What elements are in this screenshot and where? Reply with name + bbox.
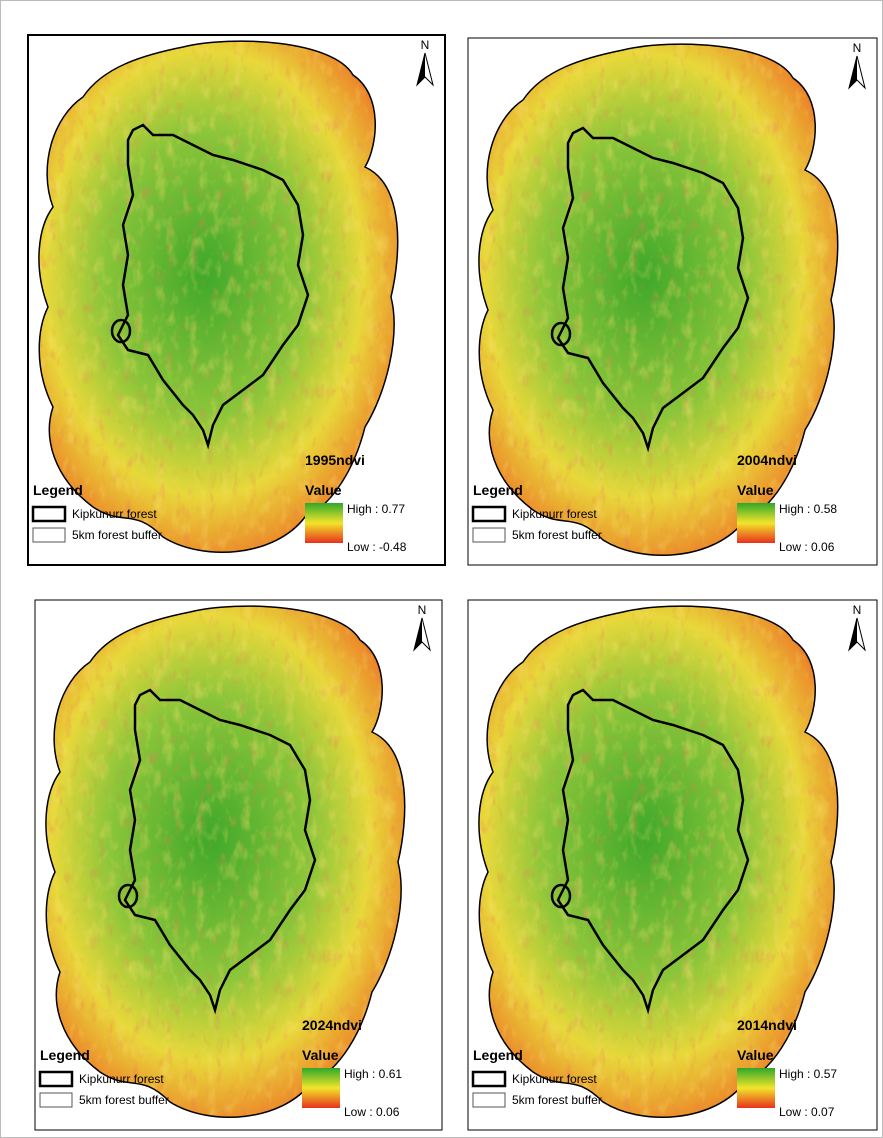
low-label: Low : 0.06 <box>779 540 835 554</box>
legend-swatch-forest <box>33 507 65 521</box>
north-label: N <box>418 603 427 617</box>
legend-swatch-buffer <box>473 1093 505 1107</box>
color-ramp <box>305 503 343 543</box>
low-label: Low : 0.07 <box>779 1105 835 1119</box>
low-label: Low : -0.48 <box>347 540 407 554</box>
legend-item: 5km forest buffer <box>72 528 162 542</box>
legend-swatch-forest <box>40 1072 72 1086</box>
high-label: High : 0.61 <box>344 1067 402 1081</box>
north-label: N <box>853 603 862 617</box>
value-title: Value <box>737 1047 774 1063</box>
legend-item: Kipkunurr forest <box>79 1072 164 1086</box>
north-label: N <box>421 38 430 52</box>
map-panel: N Legend Kipkunurr forest 5km forest buffer… <box>35 600 442 1130</box>
legend-title: Legend <box>473 482 523 498</box>
map-title: 1995ndvi <box>305 452 365 468</box>
figure: N Legend Kipkunurr forest 5km forest buffer… <box>0 0 883 1138</box>
legend-item: 5km forest buffer <box>512 1093 602 1107</box>
high-label: High : 0.58 <box>779 502 837 516</box>
map-panel: N Legend Kipkunurr forest 5km forest buffer… <box>468 38 877 568</box>
legend-swatch-forest <box>473 507 505 521</box>
north-label: N <box>853 41 862 55</box>
legend-swatch-buffer <box>40 1093 72 1107</box>
map-panel: N Legend Kipkunurr forest 5km forest buffer… <box>468 600 877 1130</box>
value-title: Value <box>737 482 774 498</box>
legend-item: Kipkunurr forest <box>512 507 597 521</box>
low-label: Low : 0.06 <box>344 1105 400 1119</box>
legend-title: Legend <box>33 482 83 498</box>
map-panel: N Legend Kipkunurr forest 5km forest buffer… <box>28 35 445 565</box>
map-title: 2004ndvi <box>737 452 797 468</box>
map-title: 2024ndvi <box>302 1017 362 1033</box>
color-ramp <box>737 1068 775 1108</box>
legend-item: 5km forest buffer <box>512 528 602 542</box>
legend-swatch-forest <box>473 1072 505 1086</box>
map-title: 2014ndvi <box>737 1017 797 1033</box>
legend-title: Legend <box>40 1047 90 1063</box>
high-label: High : 0.57 <box>779 1067 837 1081</box>
value-title: Value <box>302 1047 339 1063</box>
legend-swatch-buffer <box>473 528 505 542</box>
legend-item: 5km forest buffer <box>79 1093 169 1107</box>
color-ramp <box>737 503 775 543</box>
legend-item: Kipkunurr forest <box>72 507 157 521</box>
legend-item: Kipkunurr forest <box>512 1072 597 1086</box>
legend-title: Legend <box>473 1047 523 1063</box>
value-title: Value <box>305 482 342 498</box>
color-ramp <box>302 1068 340 1108</box>
legend-swatch-buffer <box>33 528 65 542</box>
high-label: High : 0.77 <box>347 502 405 516</box>
